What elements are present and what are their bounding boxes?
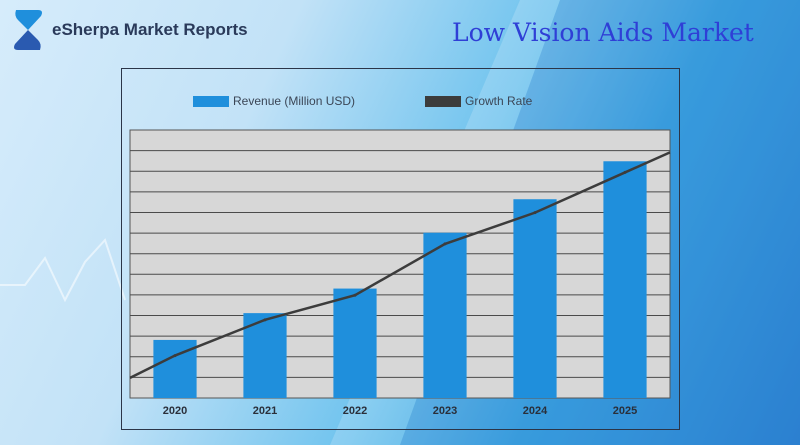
growth-rate-point bbox=[533, 211, 537, 215]
legend-bar-swatch bbox=[193, 95, 229, 107]
legend-label-growth: Growth Rate bbox=[465, 94, 533, 108]
esherpa-logo-icon bbox=[14, 10, 43, 50]
x-tick-label: 2024 bbox=[523, 405, 548, 417]
brand-name: eSherpa Market Reports bbox=[52, 20, 248, 39]
chart-panel bbox=[121, 68, 680, 430]
x-tick-label: 2020 bbox=[163, 405, 187, 417]
growth-rate-point bbox=[263, 318, 267, 322]
page-title: Low Vision Aids Market bbox=[452, 18, 754, 47]
x-tick-label: 2025 bbox=[613, 405, 637, 417]
plot-area bbox=[129, 129, 671, 399]
brand-logo: eSherpa Market Reports bbox=[8, 6, 248, 54]
bar bbox=[243, 313, 287, 398]
legend-item-growth: Growth Rate bbox=[425, 94, 532, 108]
growth-rate-line bbox=[129, 151, 671, 380]
growth-rate-point bbox=[443, 242, 447, 246]
growth-rate-point bbox=[353, 293, 357, 297]
growth-rate-point bbox=[623, 170, 627, 174]
legend-label-revenue: Revenue (Million USD) bbox=[233, 94, 356, 108]
legend-line-swatch bbox=[425, 95, 461, 107]
x-tick-label: 2021 bbox=[253, 405, 277, 417]
x-tick-label: 2022 bbox=[343, 405, 367, 417]
legend-item-revenue: Revenue (Million USD) bbox=[193, 94, 355, 108]
growth-rate-point bbox=[173, 354, 177, 358]
bar bbox=[603, 161, 647, 398]
bar bbox=[513, 199, 557, 398]
x-tick-label: 2023 bbox=[433, 405, 457, 417]
bar bbox=[333, 288, 377, 398]
bar bbox=[423, 232, 467, 398]
